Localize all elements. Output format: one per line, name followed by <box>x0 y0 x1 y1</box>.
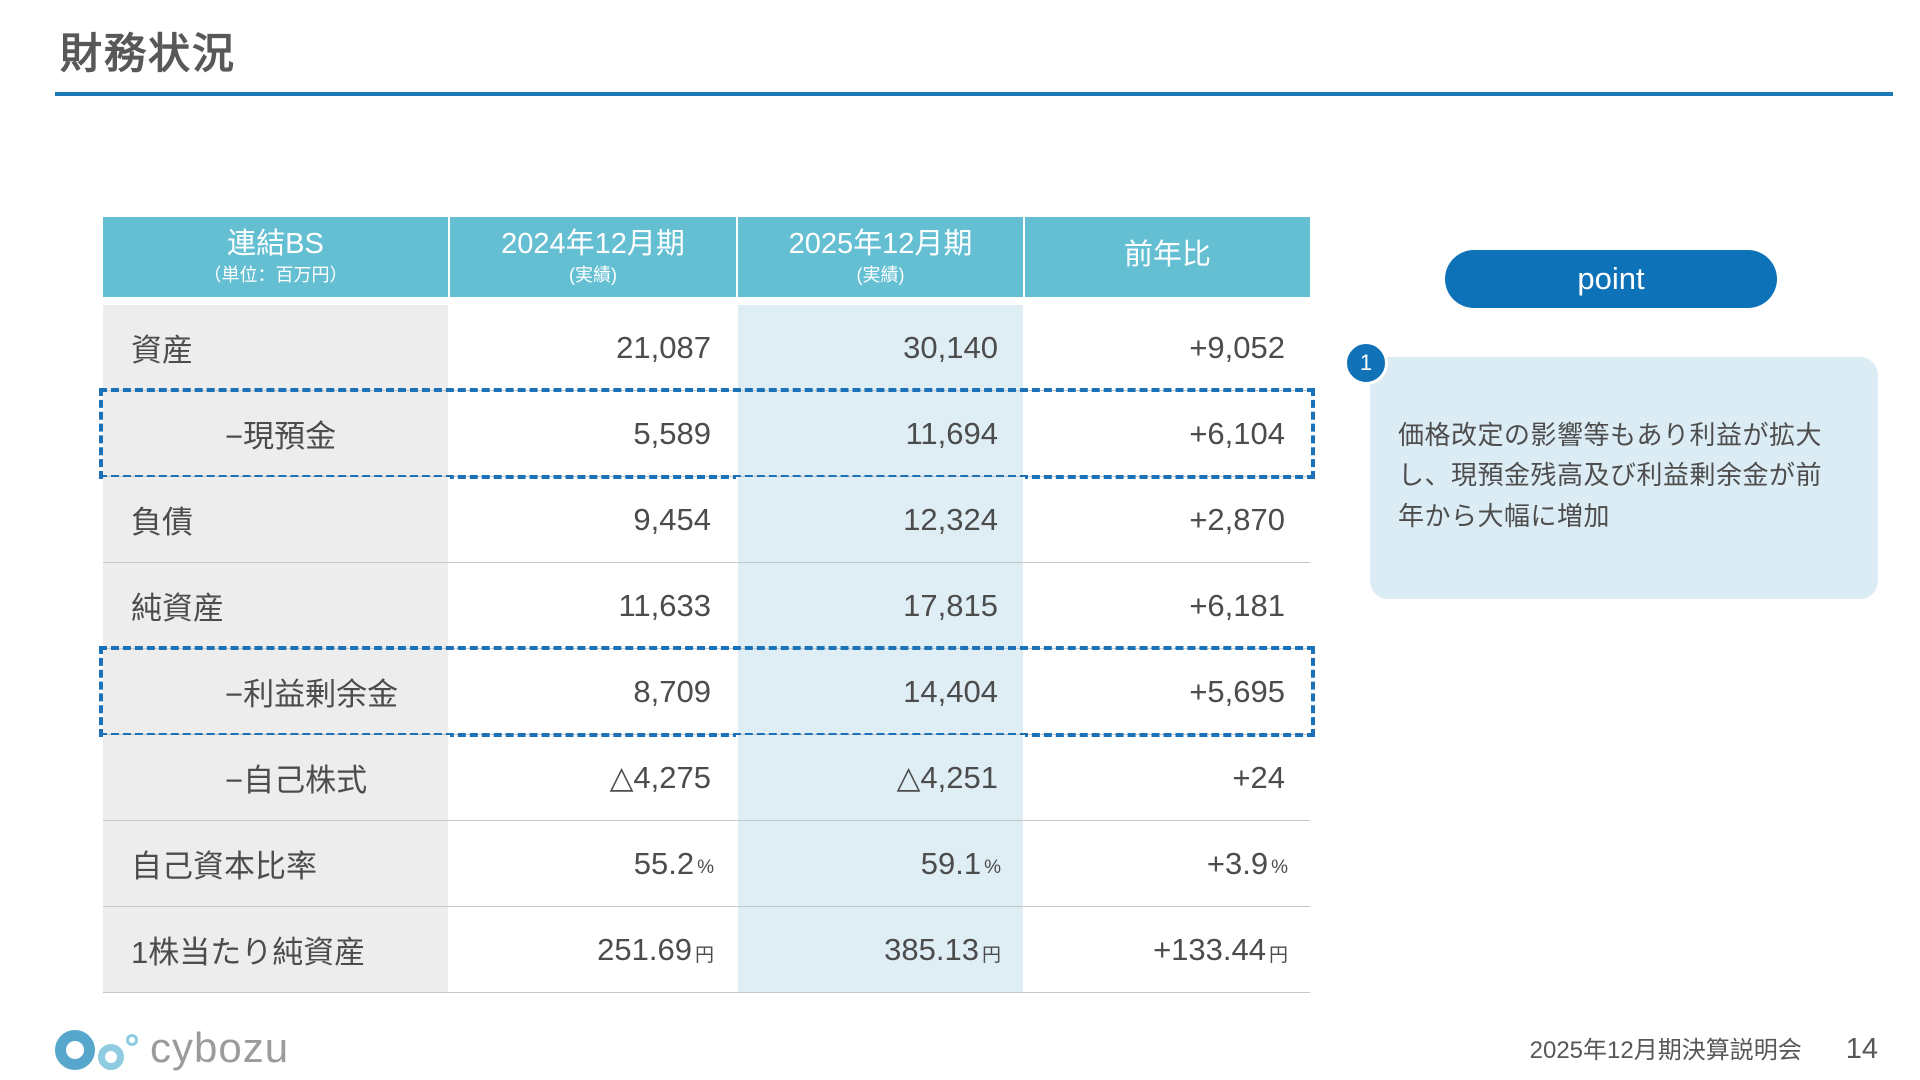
value-unit: 円 <box>981 945 1001 966</box>
row-value-fy2025: 17,815 <box>736 563 1023 648</box>
header-subtitle: (実績) <box>569 264 617 285</box>
row-label: −利益剰余金 <box>103 649 448 734</box>
logo-circle-icon <box>55 1030 95 1070</box>
value-text: 30,140 <box>903 329 998 365</box>
value-text: +2,870 <box>1189 501 1285 537</box>
value-text: 8,709 <box>633 673 711 709</box>
row-value-yoy: +24 <box>1023 735 1310 820</box>
value-text: +5,695 <box>1189 673 1285 709</box>
value-unit: % <box>1271 856 1288 878</box>
value-unit: 円 <box>1268 945 1288 966</box>
table-row: 資産 21,087 30,140 +9,052 <box>103 305 1310 391</box>
value-unit: % <box>697 856 714 878</box>
row-value-fy2025: 11,694 <box>736 391 1023 476</box>
table-row: 負債 9,454 12,324 +2,870 <box>103 477 1310 563</box>
value-text: 17,815 <box>903 587 998 623</box>
row-value-fy2024: 9,454 <box>448 477 736 562</box>
value-text: +6,181 <box>1189 587 1285 623</box>
table-row: −自己株式 △4,275 △4,251 +24 <box>103 735 1310 821</box>
page-title: 財務状況 <box>60 30 237 77</box>
row-value-fy2025: 385.13 円 <box>736 907 1023 992</box>
value-text: +6,104 <box>1189 415 1285 451</box>
value-text: 251.69 <box>597 931 692 967</box>
table-row: 純資産 11,633 17,815 +6,181 <box>103 563 1310 649</box>
cybozu-logo: cybozu <box>55 1022 289 1074</box>
row-value-fy2024: △4,275 <box>448 735 736 820</box>
title-underline <box>55 92 1893 96</box>
value-unit: % <box>984 856 1001 878</box>
value-text: 21,087 <box>616 329 711 365</box>
table-row: 1株当たり純資産 251.69 円 385.13 円 +133.44 円 <box>103 907 1310 993</box>
point-marker-1: 1 <box>1344 341 1388 385</box>
value-text: 11,633 <box>618 587 711 623</box>
header-cell-yoy: 前年比 <box>1023 217 1310 297</box>
point-note-box: 価格改定の影響等もあり利益が拡大し、現預金残高及び利益剰余金が前年から大幅に増加 <box>1370 357 1878 599</box>
value-text: 14,404 <box>903 673 998 709</box>
row-label: 1株当たり純資産 <box>103 907 448 992</box>
point-badge: point <box>1445 250 1777 308</box>
header-title: 連結BS <box>227 228 324 261</box>
header-title: 2025年12月期 <box>788 228 973 261</box>
row-value-fy2024: 5,589 <box>448 391 736 476</box>
value-text: 9,454 <box>633 501 711 537</box>
value-text: 11,694 <box>905 415 998 451</box>
row-value-fy2025: 12,324 <box>736 477 1023 562</box>
value-text: 59.1 <box>920 845 982 881</box>
footer: 2025年12月期決算説明会 14 <box>1530 1030 1878 1066</box>
header-cell-bs: 連結BS （単位：百万円） <box>103 217 448 297</box>
table-row: 自己資本比率 55.2% 59.1% +3.9% <box>103 821 1310 907</box>
value-text: 55.2 <box>633 845 695 881</box>
row-value-fy2024: 55.2% <box>448 821 736 906</box>
value-text: △4,251 <box>896 759 998 795</box>
row-value-fy2024: 251.69 円 <box>448 907 736 992</box>
row-value-yoy: +3.9% <box>1023 821 1310 906</box>
row-value-yoy: +5,695 <box>1023 649 1310 734</box>
table-header-row: 連結BS （単位：百万円） 2024年12月期 (実績) 2025年12月期 (… <box>103 217 1310 297</box>
row-value-fy2025: 59.1% <box>736 821 1023 906</box>
row-value-yoy: +6,181 <box>1023 563 1310 648</box>
row-value-yoy: +133.44 円 <box>1023 907 1310 992</box>
header-subtitle: （単位：百万円） <box>203 264 348 285</box>
logo-ring-icon <box>126 1034 138 1046</box>
header-title: 2024年12月期 <box>501 228 685 261</box>
table-row-highlighted: −現預金 5,589 11,694 +6,104 <box>99 388 1315 479</box>
logo-circle-icon <box>98 1044 124 1070</box>
row-value-fy2024: 21,087 <box>448 305 736 390</box>
value-text: 5,589 <box>633 415 711 451</box>
row-value-yoy: +9,052 <box>1023 305 1310 390</box>
row-label: 資産 <box>103 305 448 390</box>
value-text: +133.44 <box>1153 931 1266 967</box>
page-number: 14 <box>1845 1033 1878 1065</box>
value-text: +24 <box>1232 759 1285 795</box>
row-value-yoy: +2,870 <box>1023 477 1310 562</box>
row-label: −自己株式 <box>103 735 448 820</box>
value-text: △4,275 <box>609 759 711 795</box>
row-label: 純資産 <box>103 563 448 648</box>
logo-wordmark: cybozu <box>150 1024 290 1071</box>
row-value-fy2025: 14,404 <box>736 649 1023 734</box>
value-text: +3.9 <box>1206 845 1269 881</box>
row-value-yoy: +6,104 <box>1023 391 1310 476</box>
row-value-fy2025: 30,140 <box>736 305 1023 390</box>
footer-event-title: 2025年12月期決算説明会 <box>1529 1037 1802 1064</box>
table-row-highlighted: −利益剰余金 8,709 14,404 +5,695 <box>99 646 1315 737</box>
value-text: 12,324 <box>903 501 998 537</box>
header-cell-fy2025: 2025年12月期 (実績) <box>736 217 1023 297</box>
value-unit: 円 <box>694 945 714 966</box>
balance-sheet-table: 連結BS （単位：百万円） 2024年12月期 (実績) 2025年12月期 (… <box>99 217 1315 993</box>
value-text: 385.13 <box>884 931 979 967</box>
row-value-fy2024: 8,709 <box>448 649 736 734</box>
header-title: 前年比 <box>1123 238 1211 271</box>
row-label: −現預金 <box>103 391 448 476</box>
value-text: +9,052 <box>1189 329 1285 365</box>
row-value-fy2025: △4,251 <box>736 735 1023 820</box>
row-value-fy2024: 11,633 <box>448 563 736 648</box>
header-cell-fy2024: 2024年12月期 (実績) <box>448 217 736 297</box>
row-label: 負債 <box>103 477 448 562</box>
header-subtitle: (実績) <box>856 264 905 285</box>
row-label: 自己資本比率 <box>103 821 448 906</box>
